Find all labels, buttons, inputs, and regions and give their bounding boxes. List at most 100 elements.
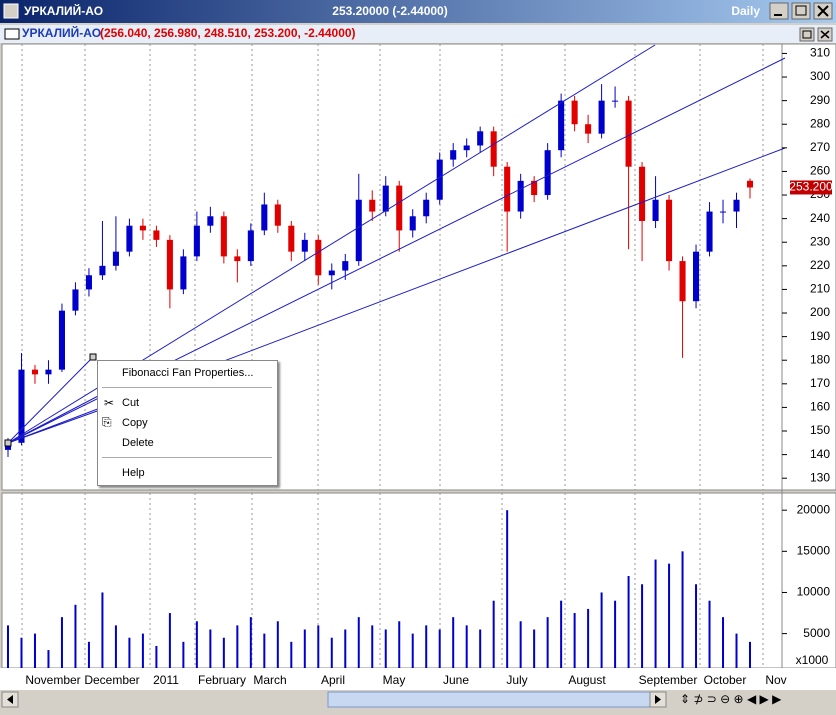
volume-bar [452, 617, 455, 668]
menu-item[interactable]: Fibonacci Fan Properties... [122, 367, 254, 379]
volume-bar [425, 625, 428, 668]
chart-values: (256.040, 256.980, 248.510, 253.200, -2.… [100, 26, 356, 40]
candle-body [571, 100, 578, 125]
candle-body [288, 225, 295, 252]
volume-bar [411, 633, 414, 668]
window-period: Daily [731, 4, 760, 18]
candle-body [382, 185, 389, 212]
x-tick-label: June [443, 673, 469, 687]
x-tick-label: November [25, 673, 80, 687]
x-tick-label: April [321, 673, 345, 687]
candle-body [544, 150, 551, 196]
y-tick-label: 180 [810, 352, 830, 366]
candle-body [112, 251, 119, 266]
volume-bar [465, 625, 468, 668]
candle-body [45, 369, 52, 375]
volume-bar [155, 645, 158, 668]
scrollbar[interactable]: ⇕ ⊅ ⊃ ⊖ ⊕ ◀ ▶ ▶ [0, 690, 836, 710]
y-tick-label: 210 [810, 282, 830, 296]
svg-text:⇕ ⊅ ⊃ ⊖ ⊕ ◀ ▶ ▶: ⇕ ⊅ ⊃ ⊖ ⊕ ◀ ▶ ▶ [680, 692, 782, 706]
menu-item[interactable]: Delete [122, 437, 154, 449]
candle-body [585, 124, 592, 134]
candle-body [504, 166, 511, 212]
x-tick-label: August [568, 673, 606, 687]
volume-bar [546, 617, 549, 668]
menu-item[interactable]: Copy [122, 417, 148, 429]
volume-bar [735, 633, 738, 668]
volume-bar [236, 625, 239, 668]
volume-bar [668, 563, 671, 668]
y-tick-label: 270 [810, 140, 830, 154]
volume-bar [506, 510, 509, 668]
y-tick-label: 190 [810, 329, 830, 343]
y-tick-label: 150 [810, 423, 830, 437]
candle-body [639, 166, 646, 221]
y-tick-label: 280 [810, 116, 830, 130]
y-tick-label: 140 [810, 447, 830, 461]
copy-icon: ⎘ [102, 415, 112, 429]
volume-bar [573, 613, 576, 668]
volume-bar [681, 551, 684, 668]
last-price-label: 253.200 [789, 180, 833, 194]
volume-bar [600, 592, 603, 668]
volume-bar [438, 629, 441, 668]
chart-buttons[interactable] [799, 27, 833, 42]
y-tick-label: 10000 [797, 585, 831, 599]
candle-body [72, 289, 79, 311]
volume-bar [303, 629, 306, 668]
volume-bar [47, 650, 50, 668]
candle-body [693, 251, 700, 302]
candle-body [396, 185, 403, 231]
volume-bar [7, 625, 9, 668]
volume-bar [20, 637, 23, 668]
candle-body [531, 180, 538, 196]
plot [4, 84, 754, 668]
volume-bar [128, 637, 131, 668]
x-tick-label: July [506, 673, 527, 687]
candle-body [369, 199, 376, 212]
x-tick-label: February [198, 673, 246, 687]
candle-body [166, 239, 173, 290]
candle-body [301, 239, 308, 252]
candle-body [436, 159, 443, 200]
volume-bar [533, 629, 536, 668]
volume-bar [749, 641, 751, 668]
menu-item[interactable]: Cut [122, 397, 140, 409]
candle-body [706, 211, 713, 252]
volume-bar [344, 629, 347, 668]
volume-bar [492, 600, 495, 668]
candle-body [180, 256, 187, 290]
y-tick-label: 230 [810, 234, 830, 248]
y-tick-label: 160 [810, 400, 830, 414]
candle-body [18, 369, 25, 443]
volume-unit: x1000 [796, 653, 829, 667]
volume-bar [560, 600, 563, 668]
candle-body [99, 265, 106, 276]
volume-bar [519, 621, 522, 668]
candle-body [625, 100, 632, 167]
y-tick-label: 20000 [797, 502, 831, 516]
candle-body [328, 270, 335, 276]
x-tick-label: December [84, 673, 139, 687]
y-tick-label: 200 [810, 305, 830, 319]
volume-bar [222, 637, 225, 668]
candle-body [315, 239, 322, 276]
menu-item[interactable]: Help [122, 467, 145, 479]
candle-body [679, 261, 686, 302]
menu-separator [102, 457, 272, 458]
candle-body [733, 199, 740, 212]
cut-icon: ✂ [104, 396, 115, 410]
volume-bar [141, 633, 144, 668]
volume-bar [249, 617, 252, 668]
chart-icon [4, 28, 20, 40]
chart-symbol: УРКАЛИЙ-АО [22, 25, 101, 40]
window-quote: 253.20000 (-2.44000) [332, 4, 447, 18]
window-buttons[interactable] [769, 2, 833, 20]
y-tick-label: 15000 [797, 544, 831, 558]
candle-body [355, 199, 362, 262]
volume-bar [479, 629, 482, 668]
volume-bar [614, 600, 617, 668]
volume-bar [60, 617, 63, 668]
